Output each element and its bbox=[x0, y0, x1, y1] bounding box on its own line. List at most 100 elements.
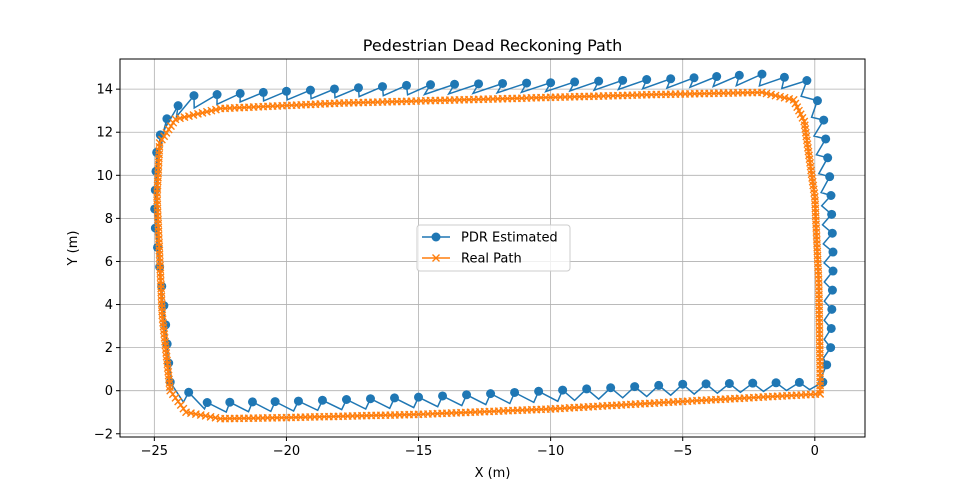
pdr-estimated-point bbox=[666, 74, 676, 84]
x-axis-label: X (m) bbox=[475, 466, 511, 481]
pdr-estimated-point bbox=[826, 191, 836, 200]
x-tick-label: −5 bbox=[673, 444, 692, 459]
pdr-estimated-point bbox=[812, 96, 822, 106]
axes-frame bbox=[119, 58, 866, 438]
y-tick-label: 8 bbox=[105, 212, 113, 227]
pdr-estimated-point bbox=[390, 393, 400, 403]
y-tick-label: 14 bbox=[96, 83, 113, 98]
pdr-estimated-point bbox=[189, 91, 199, 101]
pdr-estimated-point bbox=[173, 101, 183, 111]
pdr-estimated-point bbox=[235, 88, 245, 98]
legend: PDR Estimated Real Path bbox=[416, 224, 571, 272]
x-tick-label: −10 bbox=[537, 444, 564, 459]
legend-marker bbox=[432, 254, 440, 262]
pdr-estimated-point bbox=[701, 379, 711, 389]
pdr-estimated-point bbox=[474, 79, 484, 89]
pdr-estimated-point bbox=[826, 323, 836, 333]
pdr-estimated-point bbox=[270, 397, 280, 407]
pdr-estimated-point bbox=[794, 377, 804, 387]
pdr-estimated-point bbox=[827, 209, 837, 219]
pdr-estimated-point bbox=[802, 76, 812, 86]
y-tick-label: 4 bbox=[105, 298, 113, 313]
y-tick-label: 12 bbox=[96, 126, 113, 141]
pdr-estimated-point bbox=[828, 266, 838, 276]
pdr-estimated-point bbox=[823, 153, 833, 163]
x-tick-label: −20 bbox=[273, 444, 300, 459]
legend-box bbox=[416, 224, 571, 272]
y-axis-label: Y (m) bbox=[66, 231, 81, 267]
chart-title: Pedestrian Dead Reckoning Path bbox=[363, 36, 622, 55]
y-tick-label: 2 bbox=[105, 341, 113, 356]
pdr-estimated-point bbox=[826, 343, 836, 353]
pdr-estimated-point bbox=[426, 80, 436, 90]
pdr-estimated-point bbox=[353, 83, 363, 93]
pdr-estimated-point bbox=[225, 397, 235, 407]
pdr-estimated-point bbox=[281, 86, 291, 96]
pdr-estimated-point bbox=[827, 228, 837, 238]
pdr-estimated-point bbox=[630, 382, 640, 392]
pdr-estimated-point bbox=[678, 379, 688, 389]
plot-data bbox=[150, 69, 838, 423]
pdr-estimated-point bbox=[184, 387, 194, 397]
pdr-estimated-point bbox=[546, 78, 556, 88]
pdr-estimated-point bbox=[402, 80, 412, 90]
pdr-estimated-point bbox=[202, 398, 212, 408]
pdr-estimated-point bbox=[162, 114, 172, 124]
y-tick-label: 0 bbox=[105, 384, 113, 399]
pdr-estimated-point bbox=[450, 79, 460, 89]
pdr-estimated-point bbox=[828, 247, 838, 257]
pdr-estimated-point bbox=[329, 84, 339, 94]
pdr-estimated-point bbox=[654, 380, 664, 390]
y-tick-label: −2 bbox=[94, 427, 113, 442]
pdr-estimated-point bbox=[414, 392, 424, 402]
pdr-estimated-point bbox=[827, 285, 837, 295]
pdr-estimated-point bbox=[825, 172, 835, 182]
pdr-estimated-point bbox=[827, 304, 837, 314]
pdr-estimated-point bbox=[757, 69, 767, 79]
legend-label: Real Path bbox=[461, 252, 522, 267]
pdr-estimated-point bbox=[558, 385, 568, 395]
x-tick-label: −15 bbox=[405, 444, 432, 459]
pdr-estimated-point bbox=[486, 389, 496, 399]
pdr-estimated-point bbox=[258, 87, 268, 97]
pdr-estimated-point bbox=[510, 387, 520, 397]
pdr-estimated-point bbox=[618, 75, 628, 85]
pdr-estimated-point bbox=[317, 395, 327, 405]
pdr-estimated-point bbox=[582, 384, 592, 394]
pdr-estimated-point bbox=[305, 85, 315, 95]
pdr-estimated-point bbox=[212, 90, 222, 100]
pdr-estimated-point bbox=[748, 378, 758, 388]
pdr-estimated-point bbox=[819, 115, 829, 125]
x-tick-label: −25 bbox=[141, 444, 168, 459]
pdr-estimated-point bbox=[293, 396, 303, 406]
pdr-estimated-point bbox=[365, 394, 375, 404]
y-tick-label: 10 bbox=[96, 169, 113, 184]
pdr-estimated-point bbox=[642, 75, 652, 85]
pdr-estimated-point bbox=[438, 391, 448, 401]
pdr-estimated-point bbox=[821, 134, 831, 144]
pdr-estimated-point bbox=[462, 390, 472, 400]
pdr-estimated-point bbox=[534, 386, 544, 396]
pdr-estimated-point bbox=[498, 78, 508, 88]
pdr-estimated-point bbox=[594, 76, 604, 86]
legend-label: PDR Estimated bbox=[461, 231, 558, 246]
pdr-estimated-point bbox=[822, 360, 832, 370]
pdr-estimated-point bbox=[779, 72, 789, 82]
pdr-estimated-point bbox=[771, 378, 781, 388]
y-tick-label: 6 bbox=[105, 255, 113, 270]
pdr-estimated-point bbox=[689, 73, 699, 83]
legend-marker bbox=[431, 232, 441, 242]
real-path-point bbox=[816, 389, 825, 398]
pdr-estimated-point bbox=[712, 72, 722, 82]
pdr-estimated-point bbox=[734, 70, 744, 80]
grid bbox=[120, 59, 865, 437]
pdr-estimated-point bbox=[724, 379, 734, 389]
pdr-estimated-point bbox=[247, 397, 257, 407]
x-tick-label: 0 bbox=[811, 444, 819, 459]
pdr-estimated-point bbox=[570, 77, 580, 87]
pdr-estimated-point bbox=[606, 383, 616, 393]
pdr-estimated-point bbox=[341, 395, 351, 405]
pdr-estimated-point bbox=[378, 82, 388, 92]
